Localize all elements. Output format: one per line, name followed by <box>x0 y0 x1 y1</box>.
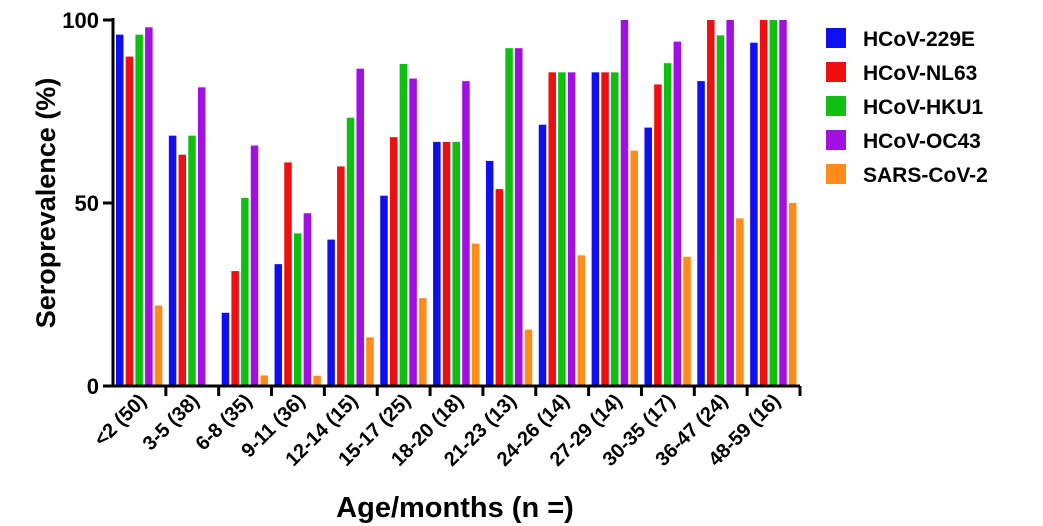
bar-hcov-nl63-9 <box>601 72 609 386</box>
bar-hcov-229e-5 <box>380 195 388 386</box>
bar-hcov-229e-2 <box>221 312 230 386</box>
legend-label: HCoV-NL63 <box>863 62 977 85</box>
bar-hcov-hku1-8 <box>558 72 566 386</box>
bar-hcov-229e-4 <box>327 239 335 386</box>
legend-swatch <box>826 130 846 150</box>
bar-sars-cov-2-6 <box>471 243 480 386</box>
bar-hcov-nl63-8 <box>548 72 556 386</box>
bar-hcov-oc43-2 <box>250 145 259 386</box>
bar-hcov-hku1-12 <box>769 20 778 386</box>
bar-hcov-nl63-4 <box>337 166 345 386</box>
bar-hcov-oc43-1 <box>197 87 206 386</box>
bar-hcov-229e-6 <box>433 141 441 386</box>
bar-hcov-229e-10 <box>644 127 652 386</box>
legend-label: HCoV-OC43 <box>863 130 981 153</box>
bar-hcov-hku1-7 <box>505 48 513 387</box>
bar-hcov-oc43-7 <box>515 48 523 387</box>
legend-label: HCoV-HKU1 <box>863 96 983 119</box>
x-ticks: <2 (50)3-5 (38)6-8 (35)9-11 (36)12-14 (1… <box>90 386 802 471</box>
legend-swatch <box>826 62 846 82</box>
bar-hcov-229e-3 <box>274 264 283 386</box>
x-axis-label: Age/months (n =) <box>336 492 574 524</box>
bar-hcov-229e-12 <box>750 42 758 386</box>
legend-swatch <box>826 28 846 48</box>
bar-hcov-oc43-9 <box>620 20 629 386</box>
bar-hcov-hku1-2 <box>241 197 249 386</box>
y-tick-label: 100 <box>62 8 99 33</box>
legend-label: SARS-CoV-2 <box>863 164 988 187</box>
bar-hcov-oc43-6 <box>462 81 470 387</box>
legend-swatch <box>826 164 846 184</box>
bar-hcov-nl63-6 <box>442 141 451 386</box>
bar-sars-cov-2-11 <box>736 218 744 386</box>
y-tick-label: 0 <box>87 374 99 399</box>
bar-hcov-nl63-7 <box>495 189 504 386</box>
y-axis-label: Seroprevalence (%) <box>31 78 61 329</box>
bar-hcov-nl63-10 <box>654 84 662 387</box>
bar-sars-cov-2-12 <box>788 203 797 386</box>
bar-hcov-hku1-0 <box>135 34 143 386</box>
bar-hcov-229e-7 <box>485 160 494 386</box>
legend-swatch <box>826 96 846 116</box>
bar-hcov-hku1-4 <box>346 117 355 386</box>
bar-sars-cov-2-9 <box>630 150 638 386</box>
bar-hcov-hku1-9 <box>611 72 619 386</box>
bars-layer <box>116 20 797 387</box>
bar-hcov-nl63-1 <box>178 154 187 386</box>
bar-hcov-hku1-10 <box>663 63 672 386</box>
bar-hcov-229e-8 <box>538 124 547 387</box>
y-tick-label: 50 <box>75 191 99 216</box>
bar-hcov-229e-9 <box>591 72 600 386</box>
bar-sars-cov-2-0 <box>154 305 163 386</box>
bar-sars-cov-2-8 <box>577 255 586 386</box>
bar-sars-cov-2-3 <box>313 375 321 386</box>
bar-hcov-229e-0 <box>116 34 124 386</box>
bar-hcov-nl63-11 <box>707 20 715 386</box>
bar-hcov-nl63-2 <box>231 271 239 386</box>
bar-hcov-nl63-12 <box>759 20 768 386</box>
bar-hcov-nl63-5 <box>389 137 398 386</box>
x-tick-label: 3-5 (38) <box>139 390 204 455</box>
bar-hcov-hku1-6 <box>452 141 460 386</box>
bar-sars-cov-2-4 <box>366 337 374 386</box>
bar-hcov-oc43-8 <box>567 72 576 386</box>
y-ticks: 0 50 100 <box>62 8 113 399</box>
bar-sars-cov-2-10 <box>683 256 691 386</box>
bar-hcov-oc43-4 <box>356 68 364 387</box>
bar-hcov-229e-11 <box>697 81 705 387</box>
legend: HCoV-229E HCoV-NL63 HCoV-HKU1 HCoV-OC43 SARS… <box>826 28 988 187</box>
bar-hcov-hku1-3 <box>293 233 302 386</box>
bar-hcov-nl63-3 <box>284 162 292 386</box>
bar-hcov-oc43-10 <box>673 41 682 387</box>
bar-sars-cov-2-7 <box>524 329 533 386</box>
bar-hcov-oc43-0 <box>145 27 153 386</box>
bar-hcov-hku1-11 <box>716 35 725 387</box>
bar-hcov-oc43-12 <box>779 20 787 386</box>
legend-label: HCoV-229E <box>863 28 975 51</box>
bar-hcov-nl63-0 <box>125 56 134 386</box>
bar-sars-cov-2-2 <box>260 375 268 386</box>
bar-hcov-oc43-3 <box>303 213 312 386</box>
bar-hcov-229e-1 <box>168 135 177 386</box>
bar-hcov-oc43-11 <box>726 20 734 386</box>
bar-hcov-hku1-1 <box>188 135 196 386</box>
bar-hcov-hku1-5 <box>399 63 408 387</box>
bar-sars-cov-2-5 <box>419 298 427 386</box>
bar-hcov-oc43-5 <box>409 78 417 386</box>
